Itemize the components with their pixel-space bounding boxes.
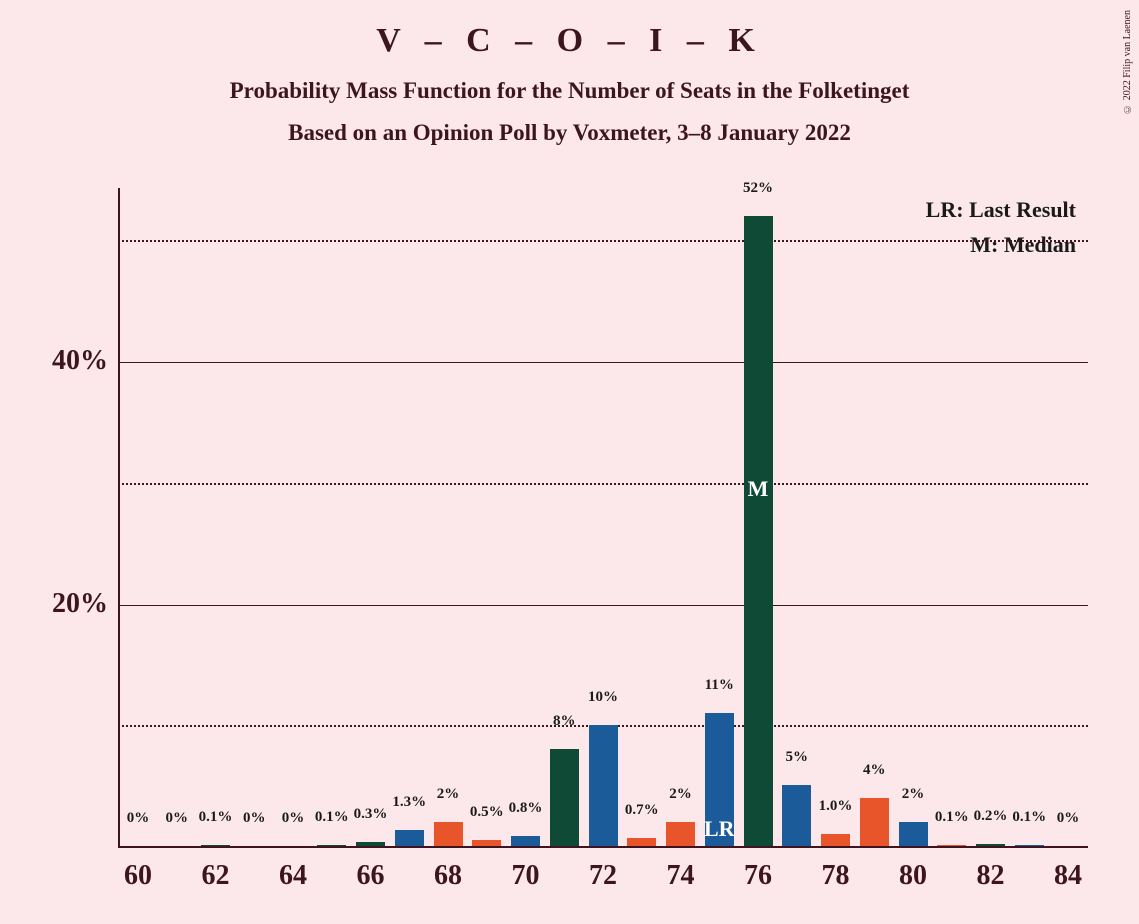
bar xyxy=(395,830,424,846)
bar-value-label: 2% xyxy=(669,786,692,803)
bar-value-label: 2% xyxy=(437,786,460,803)
x-tick-label: 80 xyxy=(899,860,927,892)
bar xyxy=(511,836,540,846)
y-axis xyxy=(118,188,120,848)
gridline xyxy=(118,362,1088,363)
bar-value-label: 0% xyxy=(243,810,266,827)
bar xyxy=(550,749,579,846)
y-tick-label: 20% xyxy=(28,588,108,620)
bar xyxy=(1015,845,1044,846)
bar-value-label: 0.1% xyxy=(935,809,969,826)
bar xyxy=(356,842,385,846)
bar-value-label: 0.8% xyxy=(509,800,543,817)
legend: LR: Last Result M: Median xyxy=(926,192,1076,262)
gridline xyxy=(118,240,1088,242)
bar-value-label: 2% xyxy=(902,786,925,803)
gridline xyxy=(118,605,1088,606)
copyright: © 2022 Filip van Laenen xyxy=(1122,10,1133,114)
bar-value-label: 0.1% xyxy=(315,809,349,826)
bar-value-label: 52% xyxy=(743,180,773,197)
bar-value-label: 0.7% xyxy=(625,802,659,819)
legend-m: M: Median xyxy=(926,227,1076,262)
bar xyxy=(589,725,618,846)
bar-value-label: 1.0% xyxy=(819,798,853,815)
bar xyxy=(434,822,463,846)
bar-value-label: 0.2% xyxy=(974,808,1008,825)
x-tick-label: 72 xyxy=(589,860,617,892)
bar-annotation: LR xyxy=(704,816,735,842)
bar-value-label: 0.5% xyxy=(470,804,504,821)
bar-value-label: 4% xyxy=(863,762,886,779)
bar-value-label: 11% xyxy=(705,677,734,694)
bar xyxy=(744,216,773,846)
bar xyxy=(937,845,966,846)
bar-value-label: 10% xyxy=(588,689,618,706)
chart-subtitle-2: Based on an Opinion Poll by Voxmeter, 3–… xyxy=(0,104,1139,146)
x-tick-label: 66 xyxy=(357,860,385,892)
bar-value-label: 0% xyxy=(166,810,189,827)
legend-lr: LR: Last Result xyxy=(926,192,1076,227)
bar-value-label: 0% xyxy=(282,810,305,827)
x-tick-label: 84 xyxy=(1054,860,1082,892)
x-tick-label: 70 xyxy=(512,860,540,892)
bar-value-label: 0% xyxy=(1057,810,1080,827)
bar xyxy=(860,798,889,846)
bar xyxy=(627,838,656,846)
bar xyxy=(317,845,346,846)
x-tick-label: 60 xyxy=(124,860,152,892)
x-tick-label: 76 xyxy=(744,860,772,892)
bar xyxy=(201,845,230,846)
bar-value-label: 0.3% xyxy=(354,806,388,823)
y-tick-label: 40% xyxy=(28,345,108,377)
x-tick-label: 82 xyxy=(977,860,1005,892)
bar-value-label: 1.3% xyxy=(392,794,426,811)
bar-value-label: 8% xyxy=(553,713,576,730)
bar-annotation: M xyxy=(748,476,769,502)
bar-value-label: 0.1% xyxy=(1012,809,1046,826)
x-tick-label: 68 xyxy=(434,860,462,892)
bar xyxy=(666,822,695,846)
bar xyxy=(899,822,928,846)
bar xyxy=(976,844,1005,846)
bar xyxy=(472,840,501,846)
chart-subtitle: Probability Mass Function for the Number… xyxy=(0,60,1139,104)
plot-area: LR: Last Result M: Median 0% 0% 0.1% 0% 0% 0.… xyxy=(118,188,1088,848)
x-tick-label: 78 xyxy=(822,860,850,892)
bar xyxy=(782,785,811,846)
bar-value-label: 0.1% xyxy=(199,809,233,826)
chart-title: V – C – O – I – K xyxy=(0,0,1139,60)
x-tick-label: 64 xyxy=(279,860,307,892)
x-axis xyxy=(118,846,1088,848)
gridline xyxy=(118,483,1088,485)
x-tick-label: 74 xyxy=(667,860,695,892)
bar-value-label: 5% xyxy=(786,749,809,766)
x-tick-label: 62 xyxy=(202,860,230,892)
bar-value-label: 0% xyxy=(127,810,150,827)
bar xyxy=(821,834,850,846)
